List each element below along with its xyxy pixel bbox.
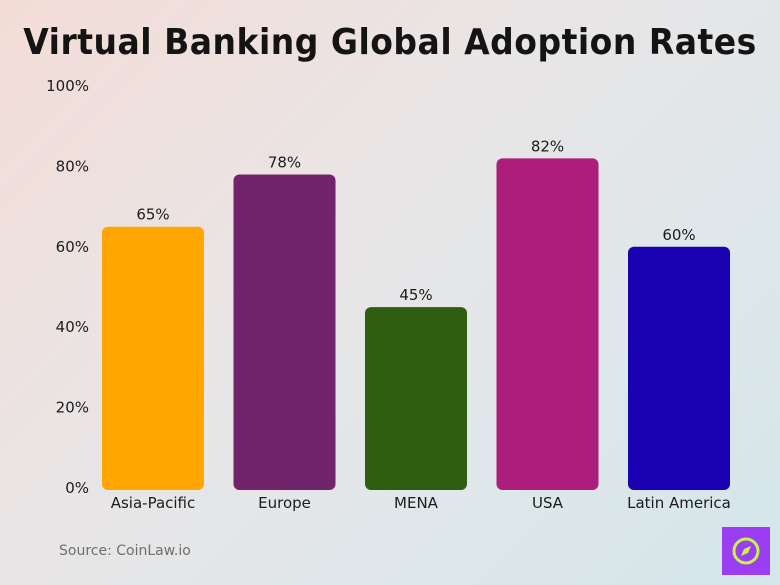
y-tick-label: 60% bbox=[56, 238, 89, 256]
bars bbox=[102, 158, 730, 491]
value-label: 78% bbox=[268, 153, 301, 171]
category-label: USA bbox=[532, 494, 564, 512]
bar-usa bbox=[496, 158, 599, 491]
bar-asia-pacific bbox=[102, 226, 204, 490]
bar-mena bbox=[365, 307, 467, 490]
y-tick-label: 40% bbox=[56, 318, 89, 336]
value-label: 82% bbox=[531, 137, 564, 155]
y-tick-label: 0% bbox=[65, 479, 89, 497]
category-label: Latin America bbox=[627, 494, 731, 512]
source-note: Source: CoinLaw.io bbox=[59, 543, 191, 559]
value-label: 60% bbox=[662, 226, 695, 244]
category-label: MENA bbox=[394, 494, 439, 512]
y-tick-label: 80% bbox=[56, 157, 89, 175]
category-label: Europe bbox=[258, 494, 311, 512]
category-label: Asia-Pacific bbox=[111, 494, 196, 512]
value-label: 45% bbox=[399, 286, 432, 304]
y-tick-label: 20% bbox=[56, 399, 89, 417]
compass-icon bbox=[722, 527, 770, 575]
value-label: 65% bbox=[136, 206, 169, 224]
chart-title: Virtual Banking Global Adoption Rates bbox=[23, 20, 757, 63]
y-tick-label: 100% bbox=[46, 77, 89, 95]
compass-icon-glyph bbox=[732, 537, 760, 565]
category-labels: Asia-Pacific Europe MENA USA Latin America bbox=[111, 494, 731, 512]
bar-europe bbox=[233, 174, 336, 490]
y-axis-tick-labels: 0% 20% 40% 60% 80% 100% bbox=[46, 77, 89, 497]
value-labels: 65% 78% 45% 82% 60% bbox=[136, 137, 695, 304]
bar-latin-america bbox=[628, 246, 730, 490]
